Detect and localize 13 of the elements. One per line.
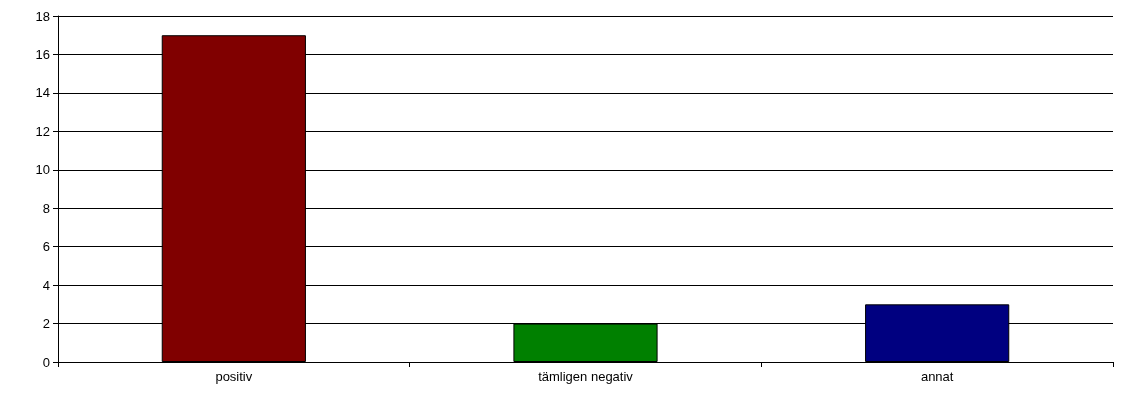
y-tick-label: 18 [35,8,50,24]
y-tick-label: 6 [42,239,50,255]
x-tick-label: tämligen negativ [538,369,634,384]
y-tick-label: 0 [42,354,50,370]
y-tick-label: 2 [42,316,50,332]
y-tick-label: 10 [35,162,50,178]
x-tick-label: annat [920,369,954,384]
y-tick-label: 16 [35,46,50,62]
y-tick-label: 12 [35,123,50,139]
y-tick-label: 14 [35,85,50,101]
y-tick-label: 8 [42,200,50,216]
x-tick-label: positiv [215,369,253,384]
y-tick-label: 4 [42,277,50,293]
